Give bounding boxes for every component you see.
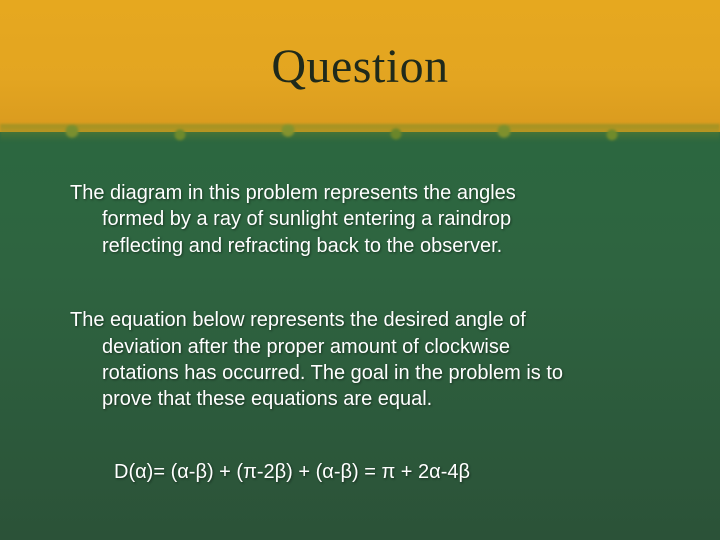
para2-line4: prove that these equations are equal. xyxy=(70,386,650,412)
para2-line1: The equation below represents the desire… xyxy=(70,307,650,333)
para1-line1: The diagram in this problem represents t… xyxy=(70,180,650,206)
para1-line2: formed by a ray of sunlight entering a r… xyxy=(70,206,650,232)
slide-body: The diagram in this problem represents t… xyxy=(0,132,720,484)
slide: Question The diagram in this problem rep… xyxy=(0,0,720,540)
equation: D(α)= (α-β) + (π-2β) + (α-β) = π + 2α-4β xyxy=(70,461,650,484)
paragraph-2: The equation below represents the desire… xyxy=(70,307,650,413)
slide-title: Question xyxy=(271,39,448,94)
para1-line3: reflecting and refracting back to the ob… xyxy=(70,233,650,259)
slide-header: Question xyxy=(0,0,720,132)
para2-line3: rotations has occurred. The goal in the … xyxy=(70,360,650,386)
paragraph-1: The diagram in this problem represents t… xyxy=(70,180,650,259)
para2-line2: deviation after the proper amount of clo… xyxy=(70,334,650,360)
